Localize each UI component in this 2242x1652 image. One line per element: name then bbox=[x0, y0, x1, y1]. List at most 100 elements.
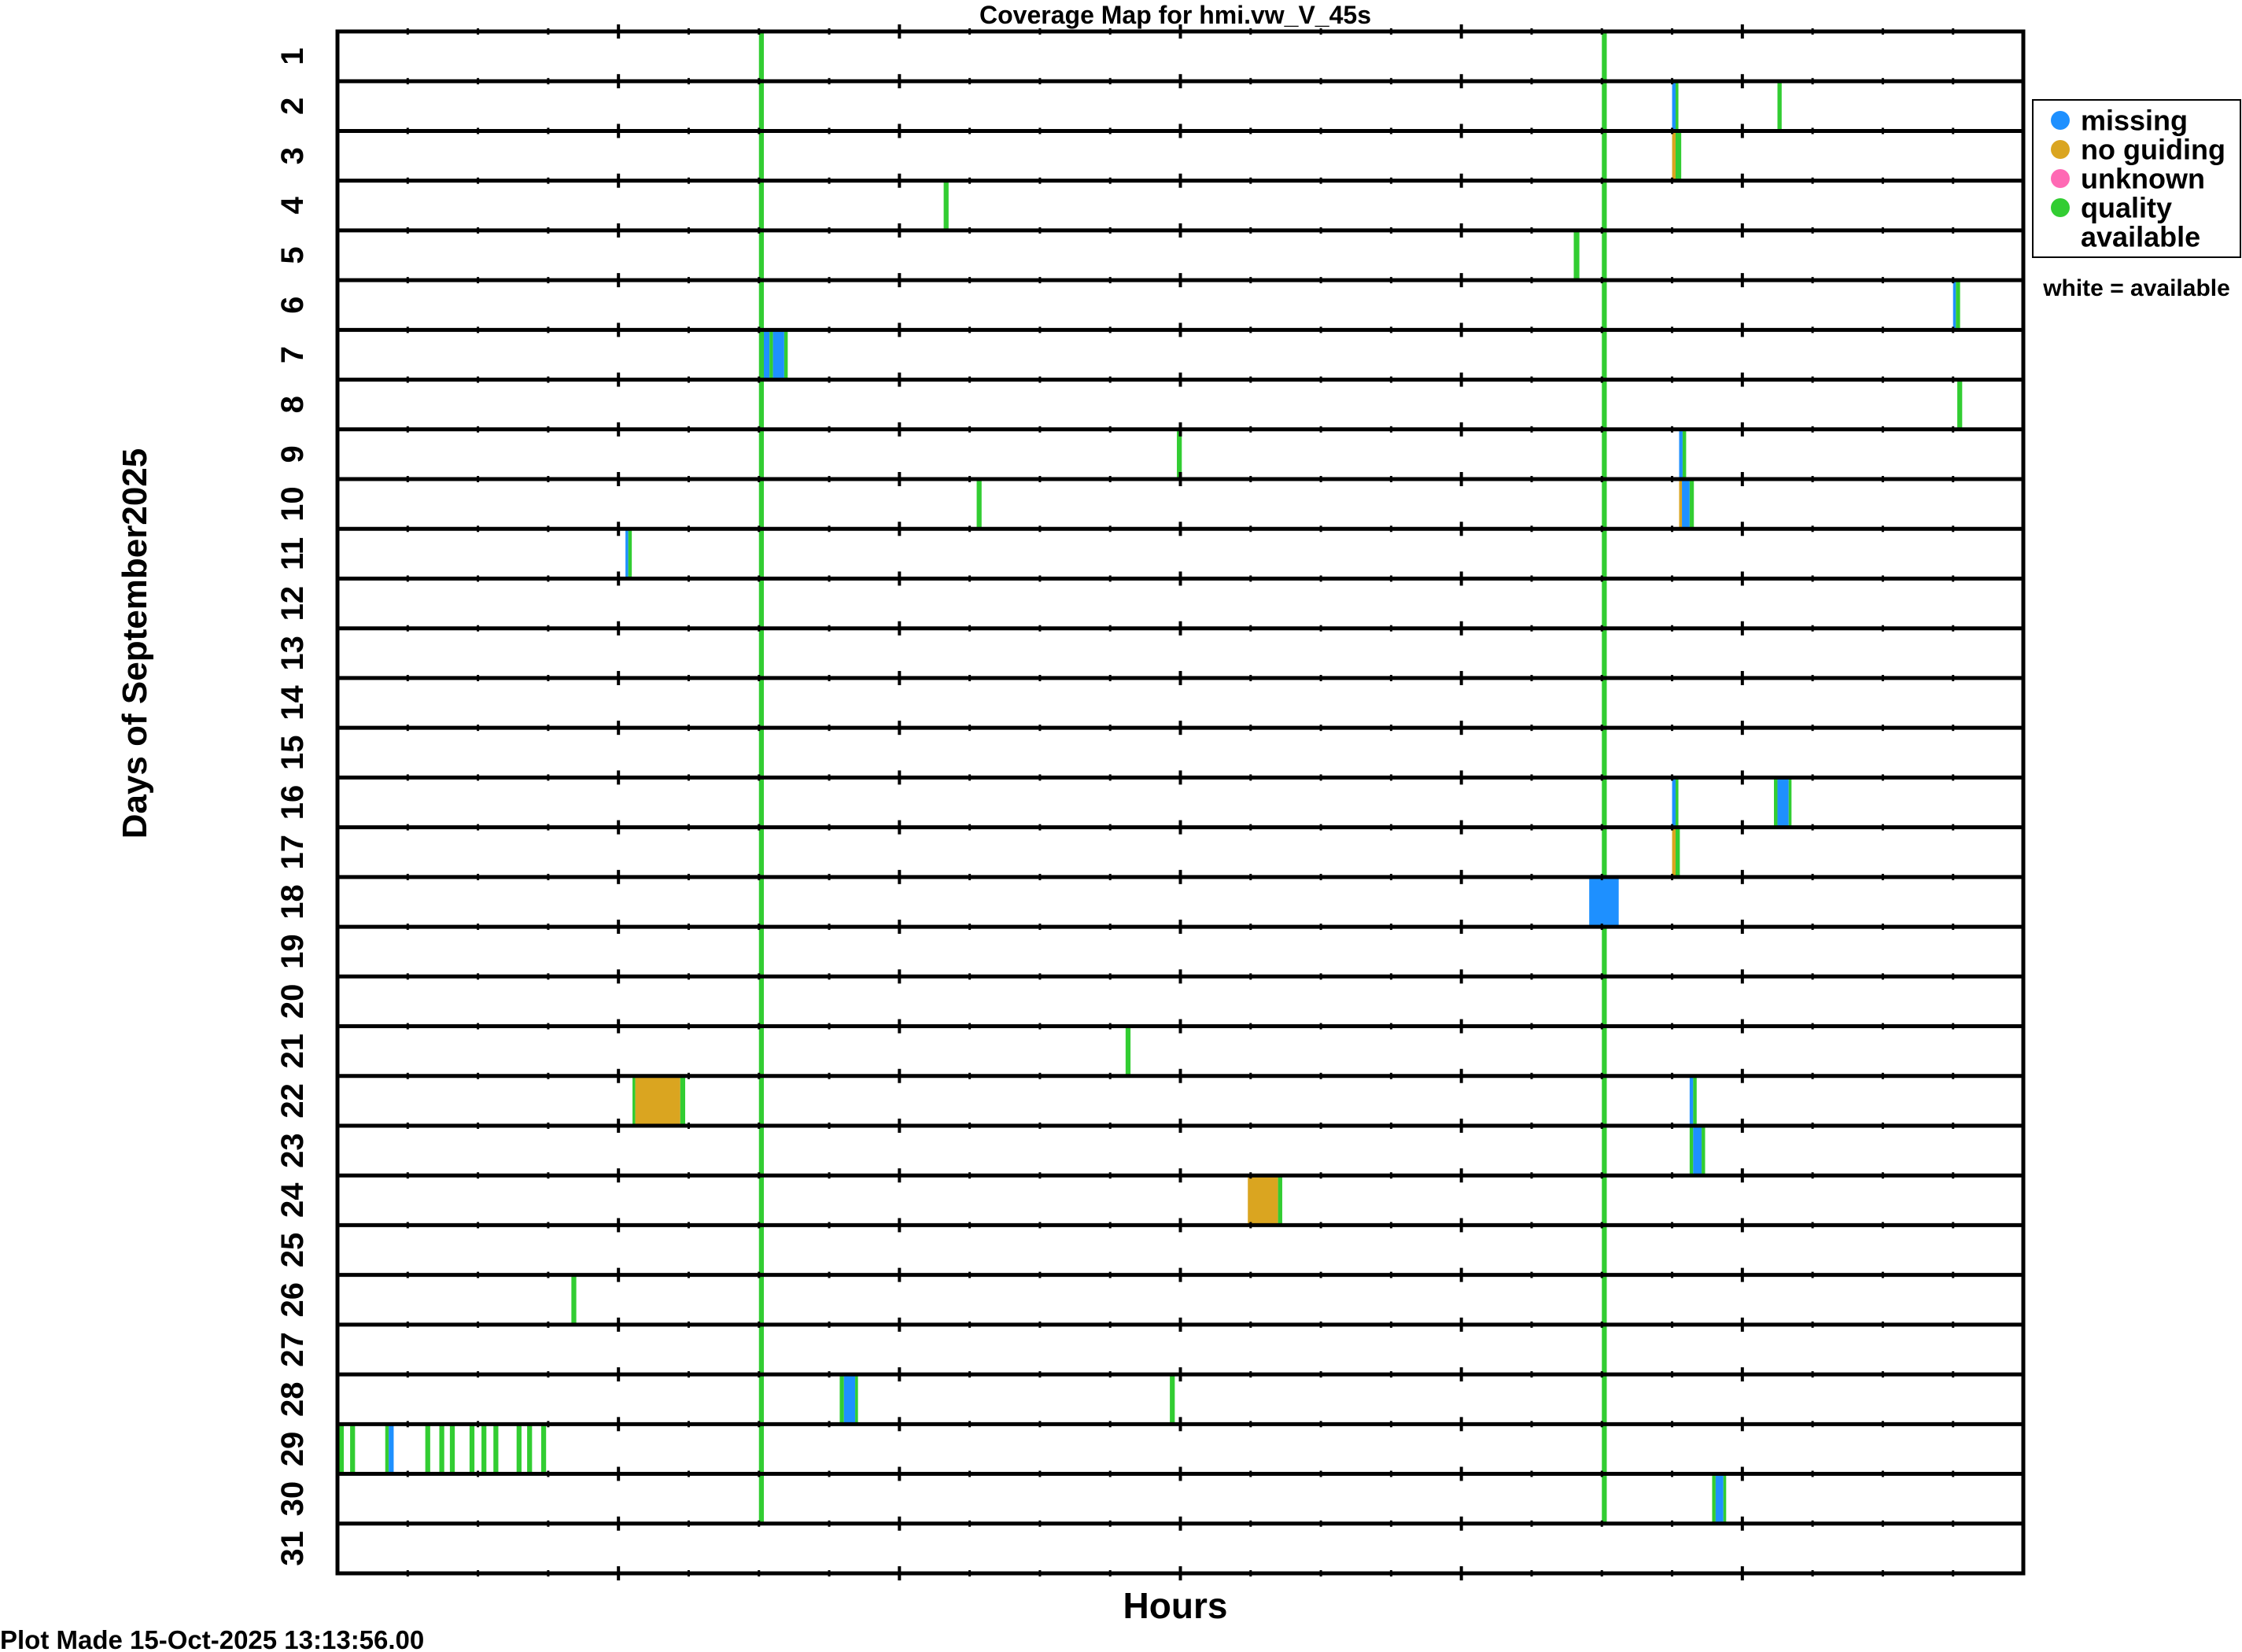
segment-quality bbox=[425, 1424, 430, 1474]
segment-quality bbox=[1602, 976, 1607, 1027]
segment-quality bbox=[1602, 429, 1607, 480]
segment-quality bbox=[439, 1424, 444, 1474]
segment-quality bbox=[1602, 31, 1607, 82]
segment-quality bbox=[758, 81, 765, 131]
segment-quality bbox=[1602, 131, 1607, 181]
legend-label: no guiding bbox=[2081, 134, 2225, 166]
segment-quality bbox=[493, 1424, 499, 1474]
legend-label: quality bbox=[2081, 192, 2172, 224]
segment-quality bbox=[1602, 1324, 1607, 1375]
segment-quality bbox=[1676, 81, 1679, 131]
segment-quality bbox=[769, 330, 773, 380]
segment-quality bbox=[758, 1175, 765, 1226]
segment-quality bbox=[632, 1075, 636, 1126]
segment-quality bbox=[1602, 1374, 1607, 1425]
day-label: 25 bbox=[275, 1233, 310, 1268]
segment-quality bbox=[758, 1324, 765, 1375]
segment-quality bbox=[943, 180, 949, 230]
segment-quality bbox=[540, 1424, 547, 1474]
segment-quality bbox=[1602, 827, 1607, 877]
day-label: 21 bbox=[275, 1034, 310, 1069]
day-label: 23 bbox=[275, 1133, 310, 1168]
segment-missing bbox=[843, 1374, 856, 1425]
segment-quality bbox=[758, 827, 765, 877]
legend-marker-missing bbox=[2051, 111, 2070, 130]
segment-quality bbox=[758, 479, 765, 529]
segment-quality bbox=[481, 1424, 487, 1474]
segment-no-guiding bbox=[1672, 131, 1676, 181]
segment-missing bbox=[1672, 777, 1676, 828]
segment-quality bbox=[571, 1274, 577, 1325]
coverage-segments bbox=[338, 31, 1963, 1524]
day-label: 30 bbox=[275, 1481, 310, 1517]
day-label: 8 bbox=[275, 396, 310, 413]
segment-quality bbox=[758, 1374, 765, 1425]
segment-quality bbox=[628, 529, 632, 579]
segment-quality bbox=[758, 628, 765, 678]
segment-quality bbox=[1602, 777, 1607, 828]
segment-quality bbox=[1602, 1424, 1607, 1474]
segment-quality bbox=[1956, 280, 1960, 330]
segment-quality bbox=[758, 1026, 765, 1076]
segment-quality bbox=[758, 429, 765, 480]
day-label: 29 bbox=[275, 1432, 310, 1467]
segment-quality bbox=[758, 230, 765, 281]
segment-quality bbox=[449, 1424, 455, 1474]
segment-quality bbox=[758, 131, 765, 181]
day-label: 11 bbox=[275, 537, 310, 570]
segment-quality bbox=[338, 1424, 345, 1474]
segment-quality bbox=[527, 1424, 533, 1474]
segment-quality bbox=[758, 379, 765, 430]
segment-quality bbox=[350, 1424, 356, 1474]
day-label: 10 bbox=[275, 486, 310, 522]
segment-quality bbox=[758, 578, 765, 629]
segment-quality bbox=[1602, 1225, 1607, 1275]
segment-quality bbox=[758, 330, 765, 380]
segment-missing bbox=[1715, 1473, 1724, 1524]
segment-quality bbox=[1602, 927, 1607, 977]
legend-note: white = available bbox=[2042, 275, 2230, 301]
day-label: 27 bbox=[275, 1332, 310, 1367]
segment-missing bbox=[1679, 429, 1683, 480]
segment-no-guiding bbox=[635, 1075, 680, 1126]
segment-quality bbox=[758, 777, 765, 828]
segment-quality bbox=[758, 529, 765, 579]
day-label: 28 bbox=[275, 1381, 310, 1417]
day-labels: 1234567891011121314151617181920212223242… bbox=[275, 47, 310, 1565]
segment-quality bbox=[1957, 379, 1963, 430]
segment-quality bbox=[1774, 777, 1778, 828]
segment-quality bbox=[1170, 1374, 1175, 1425]
day-label: 13 bbox=[275, 636, 310, 671]
segment-quality bbox=[385, 1424, 389, 1474]
segment-quality bbox=[976, 479, 982, 529]
segment-quality bbox=[758, 677, 765, 728]
segment-quality bbox=[1602, 1026, 1607, 1076]
segment-quality bbox=[1693, 1075, 1697, 1126]
day-label: 9 bbox=[275, 445, 310, 463]
segment-quality bbox=[1777, 81, 1782, 131]
day-label: 5 bbox=[275, 246, 310, 264]
segment-quality bbox=[1689, 479, 1694, 529]
segment-quality bbox=[1602, 330, 1607, 380]
day-label: 7 bbox=[275, 346, 310, 363]
segment-quality bbox=[758, 1125, 765, 1176]
segment-quality bbox=[1682, 429, 1687, 480]
segment-quality bbox=[1278, 1175, 1282, 1226]
day-label: 20 bbox=[275, 984, 310, 1020]
segment-missing bbox=[1777, 777, 1789, 828]
day-label: 4 bbox=[275, 196, 310, 214]
day-label: 14 bbox=[275, 685, 310, 721]
segment-quality bbox=[1602, 728, 1607, 778]
segment-quality bbox=[1602, 81, 1607, 131]
segment-quality bbox=[1689, 1125, 1694, 1176]
segment-missing bbox=[1693, 1125, 1702, 1176]
segment-quality bbox=[1723, 1473, 1727, 1524]
segment-quality bbox=[1602, 578, 1607, 629]
chart-title: Coverage Map for hmi.vw_V_45s bbox=[979, 1, 1371, 29]
segment-quality bbox=[1676, 827, 1680, 877]
segment-quality bbox=[1788, 777, 1792, 828]
day-label: 2 bbox=[275, 98, 310, 115]
segment-quality bbox=[1602, 1274, 1607, 1325]
segment-quality bbox=[855, 1374, 858, 1425]
